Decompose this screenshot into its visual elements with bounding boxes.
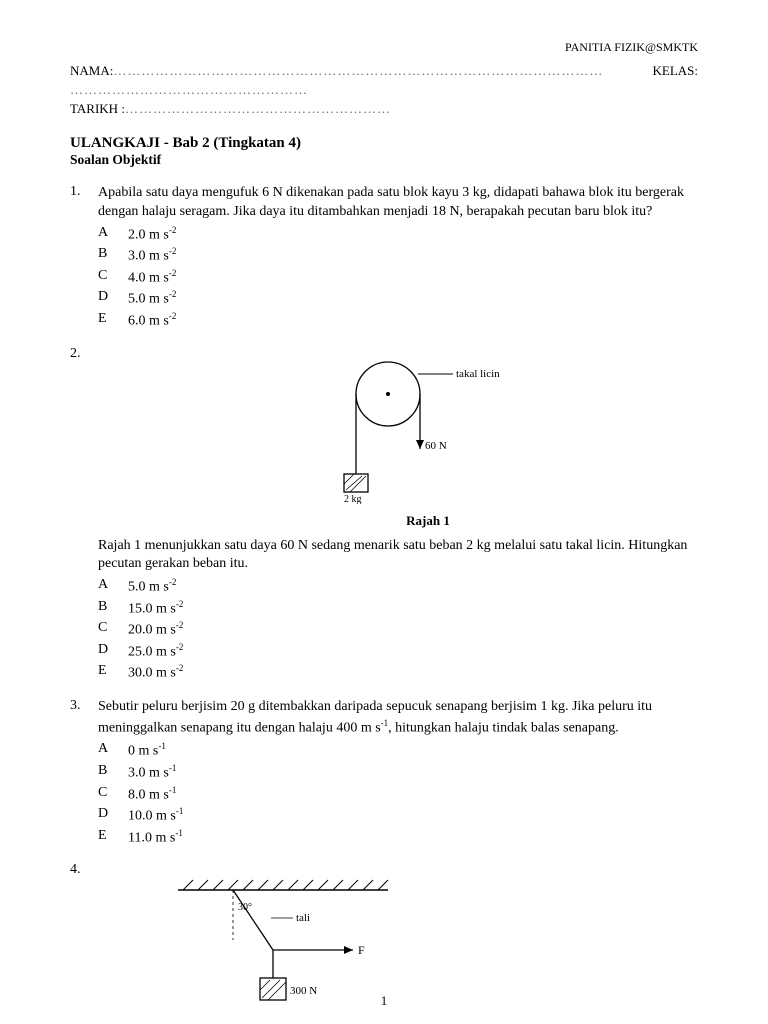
pulley-diagram-icon: 60 N takal licin 2 kg — [268, 354, 528, 504]
q1-opt-d: 5.0 m s-2 — [128, 288, 176, 310]
page: PANITIA FIZIK@SMKTK NAMA: ……………………………………… — [0, 0, 768, 1024]
q1-opt-a: 2.0 m s-2 — [128, 224, 176, 246]
q2-opt-e-letter: E — [98, 662, 128, 684]
q2-caption: Rajah 1 — [158, 513, 698, 529]
q1-opt-e-letter: E — [98, 310, 128, 332]
q3-num: 3. — [70, 698, 98, 848]
tarikh-dots: ………………………………………………… — [125, 101, 391, 117]
q1-options: A2.0 m s-2 B3.0 m s-2 C4.0 m s-2 D5.0 m … — [98, 224, 698, 332]
q3-options: A0 m s-1 B3.0 m s-1 C8.0 m s-1 D10.0 m s… — [98, 740, 698, 848]
q1-text: Apabila satu daya mengufuk 6 N dikenakan… — [98, 184, 698, 222]
q1-opt-c-letter: C — [98, 267, 128, 289]
svg-text:F: F — [358, 943, 365, 957]
page-number: 1 — [381, 993, 388, 1009]
q1-opt-e: 6.0 m s-2 — [128, 310, 176, 332]
q1-opt-c: 4.0 m s-2 — [128, 267, 176, 289]
tarikh-line: TARIKH : ………………………………………………… — [70, 101, 698, 117]
q2-opt-a: 5.0 m s-2 — [128, 576, 176, 598]
q3-opt-c: 8.0 m s-1 — [128, 784, 176, 806]
q1-opt-b: 3.0 m s-2 — [128, 245, 176, 267]
q2-opt-c-letter: C — [98, 619, 128, 641]
title-section: ULANGKAJI - Bab 2 (Tingkatan 4) Soalan O… — [70, 135, 698, 168]
q1-opt-b-letter: B — [98, 245, 128, 267]
q3-opt-e-letter: E — [98, 827, 128, 849]
q3-opt-b-letter: B — [98, 762, 128, 784]
q1-num: 1. — [70, 184, 98, 332]
question-1: 1. Apabila satu daya mengufuk 6 N dikena… — [70, 184, 698, 332]
svg-text:2 kg: 2 kg — [344, 494, 362, 504]
q3-opt-e: 11.0 m s-1 — [128, 827, 183, 849]
q2-opt-b: 15.0 m s-2 — [128, 598, 183, 620]
kelas-label: KELAS: — [653, 63, 699, 79]
header-org: PANITIA FIZIK@SMKTK — [70, 40, 698, 55]
q3-text: Sebutir peluru berjisim 20 g ditembakkan… — [98, 698, 698, 738]
q2-figure: 60 N takal licin 2 kg Rajah 1 — [98, 354, 698, 529]
q3-opt-d-letter: D — [98, 805, 128, 827]
tarikh-label: TARIKH : — [70, 101, 125, 117]
main-title: ULANGKAJI - Bab 2 (Tingkatan 4) — [70, 135, 698, 152]
q3-opt-a: 0 m s-1 — [128, 740, 166, 762]
q3-opt-a-letter: A — [98, 740, 128, 762]
q2-opt-b-letter: B — [98, 598, 128, 620]
q1-opt-a-letter: A — [98, 224, 128, 246]
nama-label: NAMA: — [70, 63, 113, 79]
svg-text:tali: tali — [296, 912, 310, 924]
q2-opt-d-letter: D — [98, 641, 128, 663]
q3-opt-d: 10.0 m s-1 — [128, 805, 183, 827]
kelas-dots-line: …………………………………………… — [70, 82, 698, 98]
nama-line: NAMA: …………………………………………………………………………………………… — [70, 63, 698, 79]
svg-text:60 N: 60 N — [425, 440, 447, 452]
q2-num: 2. — [70, 346, 98, 685]
svg-text:takal licin: takal licin — [456, 368, 500, 380]
nama-dots: …………………………………………………………………………………………… — [113, 63, 603, 79]
q1-opt-d-letter: D — [98, 288, 128, 310]
q4-num: 4. — [70, 862, 98, 1023]
q4-figure: 30° tali F 300 N — [138, 870, 698, 1015]
q2-opt-d: 25.0 m s-2 — [128, 641, 183, 663]
question-2: 2. 60 N takal licin 2 kg — [70, 346, 698, 685]
question-3: 3. Sebutir peluru berjisim 20 g ditembak… — [70, 698, 698, 848]
rope-diagram-icon: 30° tali F 300 N — [138, 870, 438, 1010]
svg-text:30°: 30° — [238, 902, 252, 913]
svg-text:300 N: 300 N — [290, 985, 317, 997]
kelas-dots: …………………………………………… — [70, 82, 308, 98]
q3-opt-b: 3.0 m s-1 — [128, 762, 176, 784]
q2-text: Rajah 1 menunjukkan satu daya 60 N sedan… — [98, 537, 698, 575]
q2-opt-c: 20.0 m s-2 — [128, 619, 183, 641]
q2-opt-a-letter: A — [98, 576, 128, 598]
q2-options: A5.0 m s-2 B15.0 m s-2 C20.0 m s-2 D25.0… — [98, 576, 698, 684]
q3-opt-c-letter: C — [98, 784, 128, 806]
q2-opt-e: 30.0 m s-2 — [128, 662, 183, 684]
subtitle: Soalan Objektif — [70, 152, 698, 168]
